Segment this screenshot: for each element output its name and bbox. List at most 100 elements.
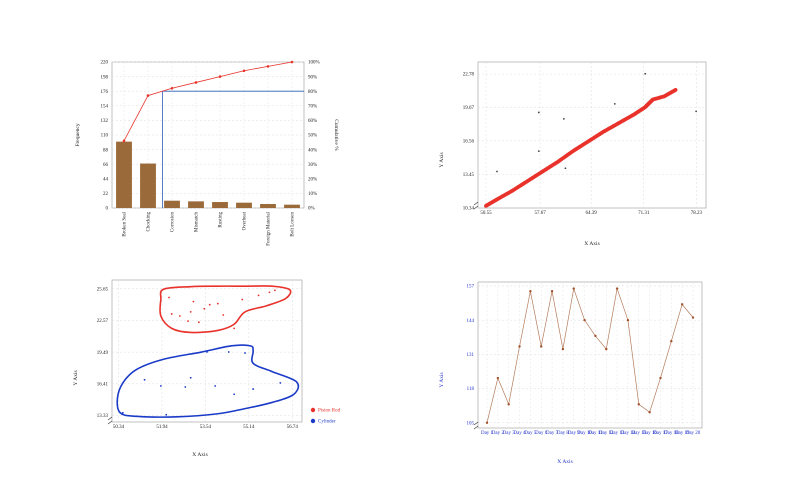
axis-break-icon <box>473 421 479 430</box>
x-tick-label: 71.31 <box>638 211 650 216</box>
y2-tick-label: 40% <box>308 148 317 153</box>
x-ticks: 50.55 57.67 64.39 71.31 78.23 <box>480 211 702 216</box>
line-point <box>594 334 597 338</box>
cumulative-point <box>242 69 246 73</box>
x-tick-label: 55.14 <box>243 425 255 430</box>
outlier-point <box>644 72 647 75</box>
y2-tick-label: 80% <box>308 90 317 95</box>
y-tick-label: 176 <box>101 90 109 95</box>
plot-area <box>477 281 703 429</box>
line-point <box>626 318 630 322</box>
grid <box>478 62 706 208</box>
cluster-points <box>121 289 282 416</box>
x-axis-title: X Axis <box>557 459 572 465</box>
cluster-point <box>268 291 271 294</box>
cumulative-point <box>266 65 270 68</box>
cluster-point <box>159 385 162 387</box>
y-tick-label: 154 <box>101 105 109 110</box>
cluster-point <box>168 296 170 299</box>
axis-break-icon <box>473 201 479 210</box>
cluster-point <box>206 351 208 353</box>
x-tick-label: 50.55 <box>480 211 492 216</box>
x-tick-label: Day 18 <box>664 431 679 436</box>
cluster-point <box>192 300 195 303</box>
x-tick-label: Day 20 <box>686 431 701 436</box>
y-axis-title: Y Axis <box>439 372 445 387</box>
line-point <box>680 303 684 306</box>
y-ticks: 13.33 16.41 19.49 22.57 25.65 <box>97 287 109 419</box>
outlier-point <box>496 170 498 173</box>
cluster-boundary <box>159 285 292 334</box>
cluster-point <box>222 314 225 316</box>
y-tick-label: 88 <box>103 148 109 153</box>
y-tick-label: 118 <box>467 387 475 392</box>
cumulative-line <box>122 60 294 143</box>
x-ticks: 50.34 51.94 53.54 55.14 56.74 <box>113 425 298 430</box>
cluster-point <box>233 327 236 330</box>
y-tick-label: 110 <box>101 134 109 139</box>
bars <box>116 141 300 208</box>
x-tick-label: 57.67 <box>534 211 546 216</box>
cluster-point <box>273 289 276 292</box>
cluster-boundaries <box>116 285 300 418</box>
cluster-point <box>203 307 206 310</box>
line-point <box>572 287 575 290</box>
cumulative-point <box>194 81 198 84</box>
x-tick-label: Day 11 <box>588 431 603 436</box>
y-tick-label: 13.45 <box>463 173 475 178</box>
x-tick-label: Day 8 <box>557 431 570 436</box>
cluster-point <box>143 378 146 381</box>
x-tick-label: Day 1 <box>481 431 494 436</box>
cumulative-point <box>218 75 222 78</box>
y2-axis-title: Cumulative % <box>333 119 339 151</box>
y-tick-label: 13.33 <box>97 414 109 419</box>
y-tick-label: 44 <box>103 178 109 183</box>
bar <box>236 202 252 208</box>
y-tick-label: 16.41 <box>97 383 109 388</box>
x-tick-label: 51.94 <box>156 425 168 430</box>
y-tick-label: 10.34 <box>463 206 475 211</box>
x-tick-label: Day 5 <box>524 431 537 436</box>
line-point <box>550 290 554 293</box>
outlier-point <box>537 150 540 153</box>
line-point <box>691 316 695 319</box>
axis-break-icon <box>107 416 113 425</box>
x-tick-label: 56.74 <box>287 425 299 430</box>
x-tick-label: Rusting <box>219 212 224 228</box>
outlier-points <box>496 72 698 173</box>
y-tick-label: 220 <box>101 61 109 66</box>
cluster-scatter-chart: 13.33 16.41 19.49 22.57 25.65 50.34 51.94 53.5… <box>73 279 341 458</box>
legend-marker <box>310 407 316 413</box>
outlier-point <box>562 117 565 120</box>
y-ticks: 0 22 44 66 88 110 132 154 176 198 220 <box>101 61 109 212</box>
line-point <box>615 287 619 290</box>
cluster-point <box>184 386 187 388</box>
line-point <box>670 339 673 343</box>
line-point <box>659 376 662 380</box>
bar <box>116 141 132 208</box>
outlier-point <box>564 167 567 170</box>
line-point <box>583 318 586 322</box>
x-tick-label: Day 14 <box>621 431 636 436</box>
x-tick-label: 50.34 <box>113 425 125 430</box>
x-tick-label: Chocking <box>147 212 152 232</box>
cumulative-point <box>122 139 126 143</box>
cluster-point <box>216 302 219 305</box>
line-point <box>485 421 489 424</box>
x-tick-label: Day 13 <box>610 431 625 436</box>
outlier-point <box>695 110 698 113</box>
y-ticks: 10.34 13.45 16.56 19.67 22.78 <box>463 73 475 212</box>
trend-scatter-chart: 10.34 13.45 16.56 19.67 22.78 50.55 57.67 64.3… <box>439 61 707 247</box>
cluster-boundary <box>116 344 300 418</box>
y2-tick-label: 0% <box>308 207 315 212</box>
line-point <box>529 290 532 293</box>
plot-area <box>111 279 303 423</box>
y2-tick-label: 90% <box>308 75 317 80</box>
y-tick-label: 19.67 <box>463 106 475 111</box>
y2-tick-label: 20% <box>308 178 317 183</box>
y-ticks: 105 118 131 144 157 <box>467 285 475 427</box>
pareto-chart: 0 22 44 66 88 110 132 154 176 198 220 0% 10% 20% 30% 4… <box>75 60 339 246</box>
x-tick-label: Day 12 <box>599 431 614 436</box>
